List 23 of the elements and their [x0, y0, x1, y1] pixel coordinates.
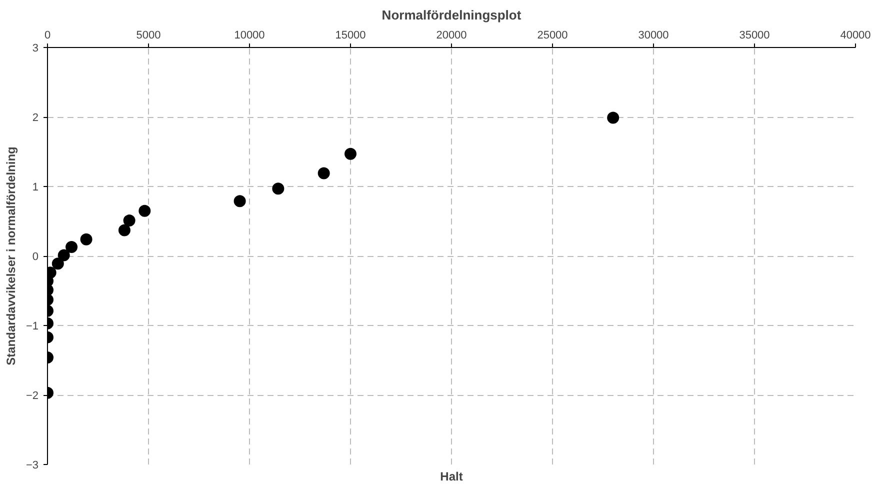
- y-tick-label: 0: [32, 251, 39, 263]
- x-tick-label: 25000: [537, 30, 568, 42]
- x-tick-label: 30000: [638, 30, 669, 42]
- y-tick-label: 1: [32, 182, 39, 194]
- x-tick-label: 5000: [136, 30, 161, 42]
- x-tick-label: 35000: [739, 30, 770, 42]
- point: [272, 182, 284, 195]
- y-tick-label: 2: [32, 112, 39, 124]
- x-axis-title: Halt: [440, 470, 463, 484]
- x-tick-label: 15000: [335, 30, 366, 42]
- y-tick-label: 3: [32, 42, 39, 54]
- y-tick-label: −1: [26, 320, 39, 332]
- y-tick-label: −3: [26, 460, 39, 472]
- point: [344, 148, 356, 160]
- x-tick-label: 0: [44, 30, 51, 42]
- x-tick-label: 40000: [840, 30, 871, 42]
- x-tick-label: 20000: [436, 30, 467, 42]
- point: [318, 167, 330, 180]
- point: [234, 195, 246, 208]
- x-tick-label: 10000: [234, 30, 265, 42]
- chart-title: Normalfördelningsplot: [382, 8, 522, 22]
- y-axis-title: Standardavvikelser i normalfördelning: [4, 146, 18, 366]
- y-tick-label: −2: [26, 390, 39, 402]
